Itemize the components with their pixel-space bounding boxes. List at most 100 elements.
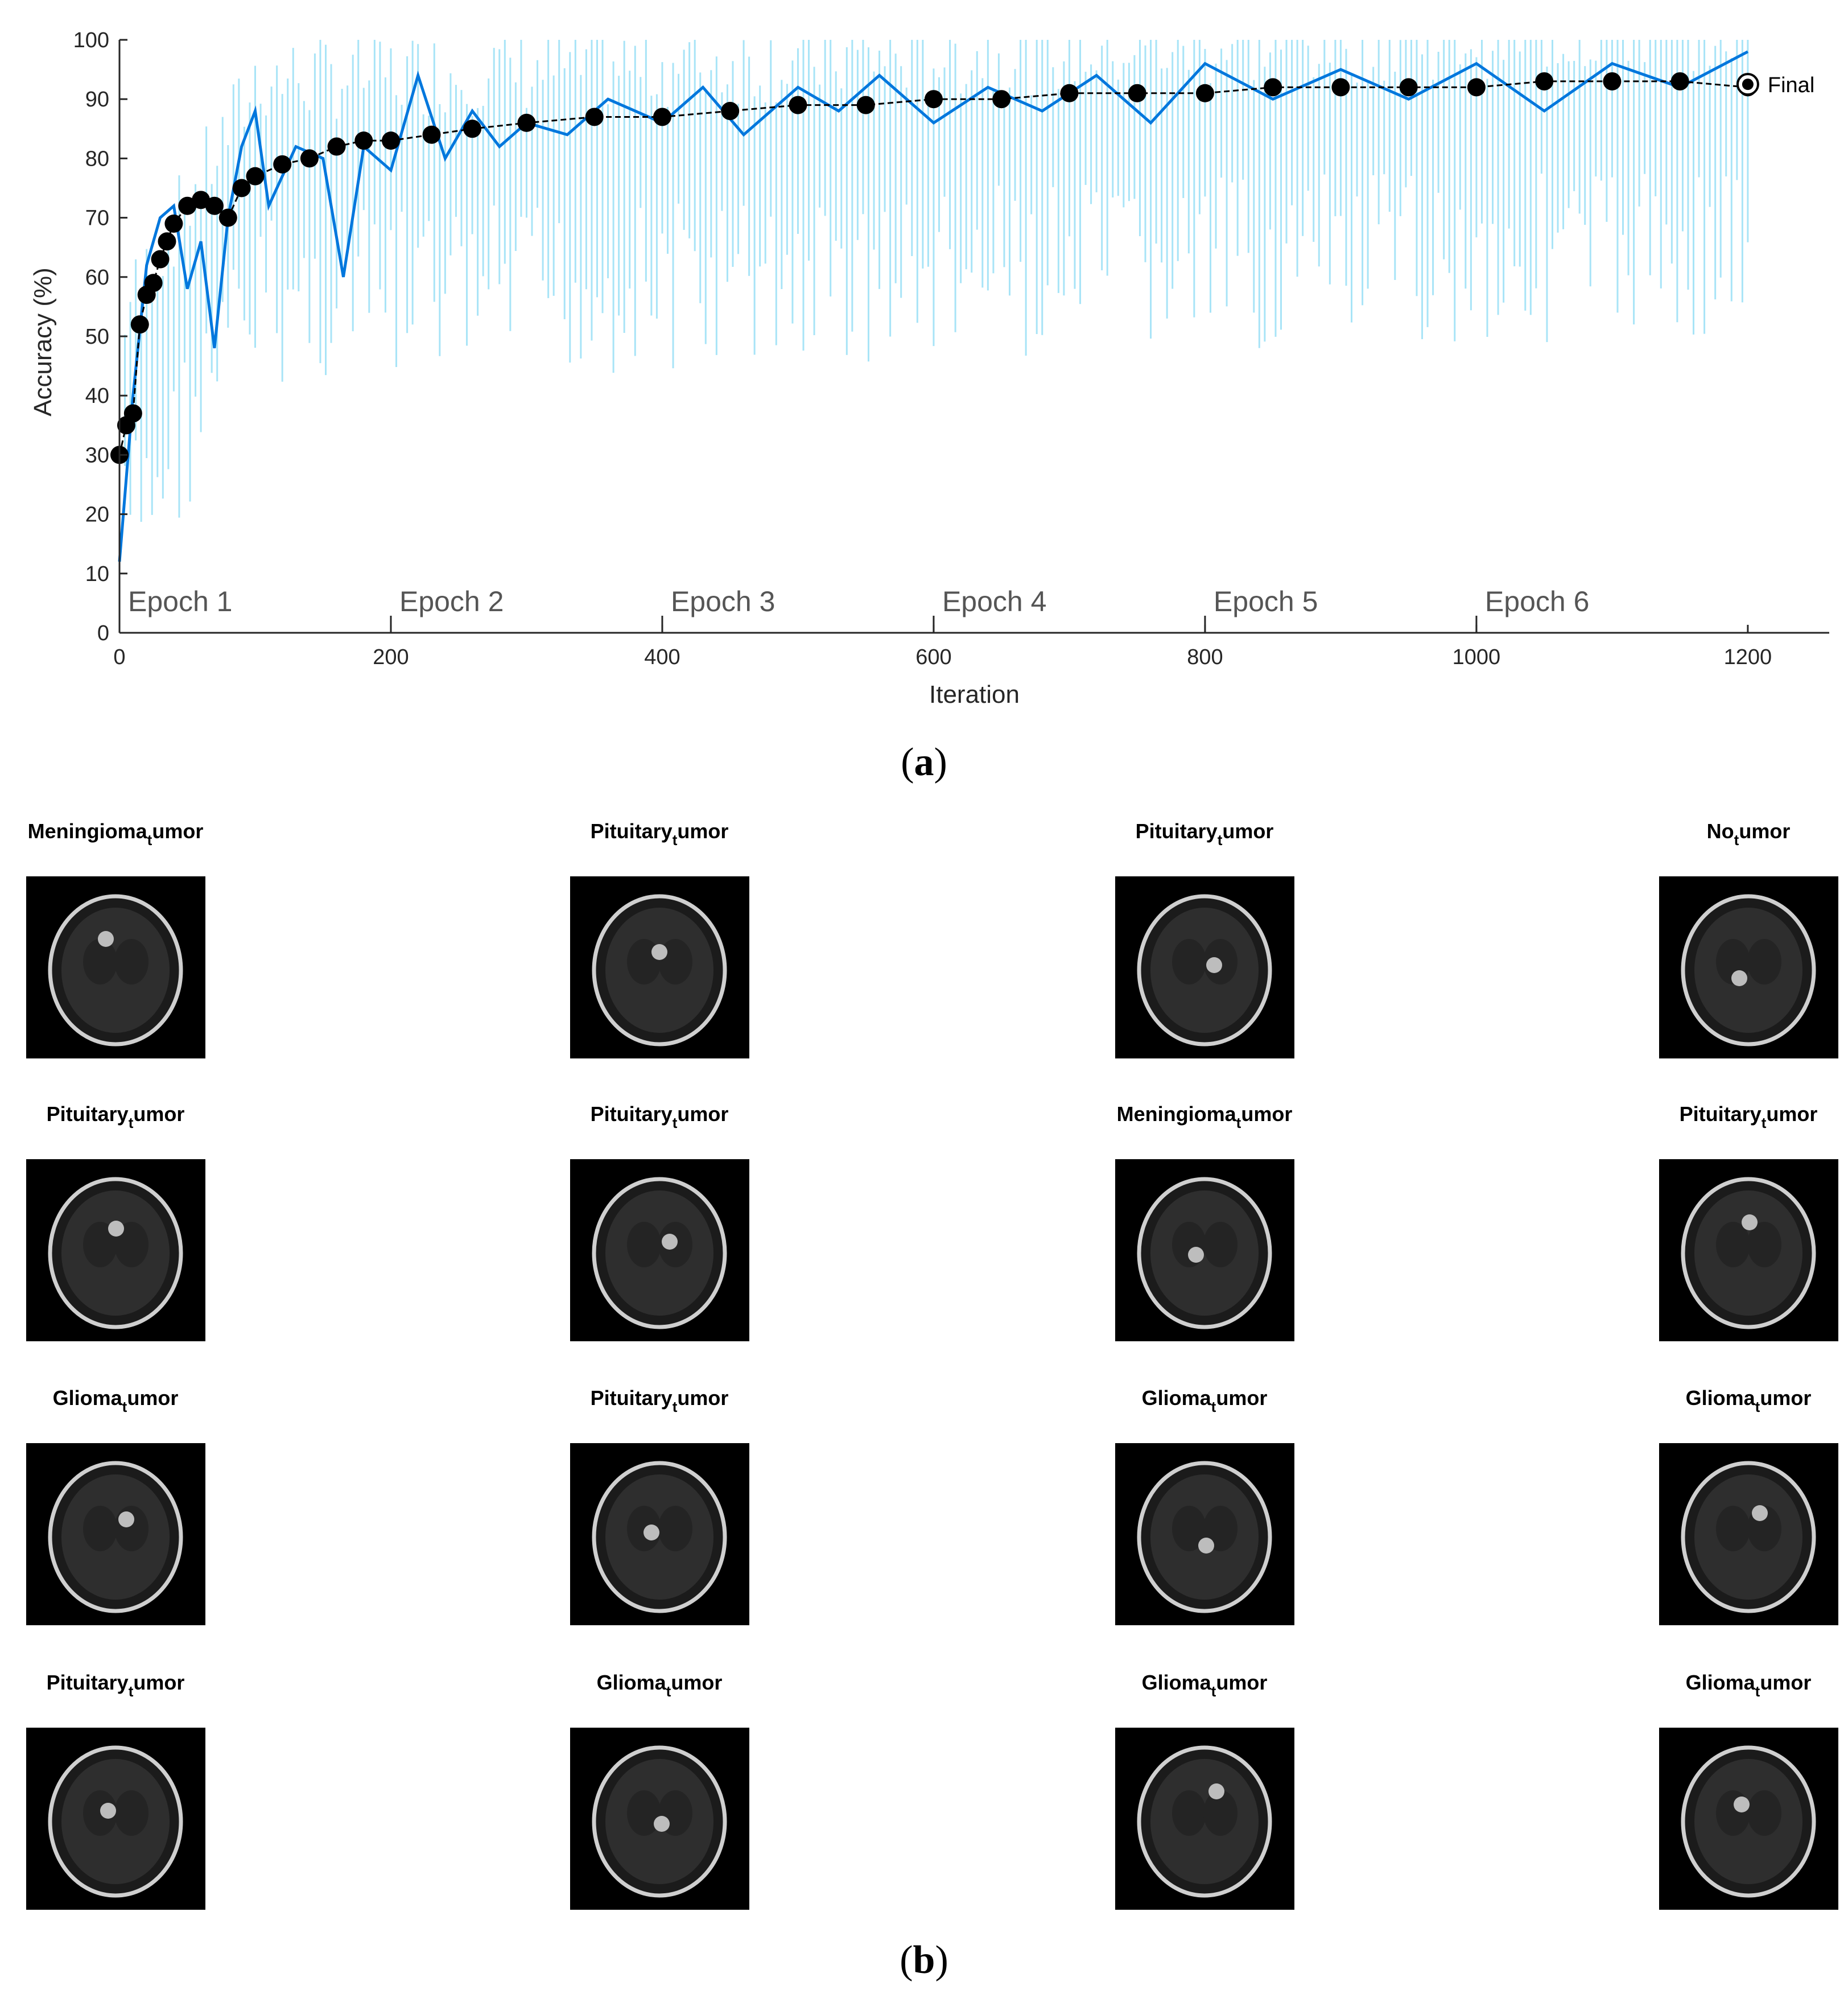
mri-cell: Meningiomatumor — [0, 819, 258, 1093]
mri-label-main: Pituitary — [46, 1102, 129, 1126]
validation-point — [192, 191, 211, 209]
mri-cell: Gliomatumor — [0, 1386, 258, 1659]
validation-point — [130, 315, 149, 334]
mri-scan-image — [570, 1443, 749, 1625]
mri-scan-image — [1659, 876, 1838, 1058]
mri-label-main: No — [1706, 819, 1734, 843]
series-points-validation — [110, 72, 1757, 464]
mri-label-subscript: t — [672, 1398, 678, 1415]
mri-scan-image — [1659, 1443, 1838, 1625]
validation-point — [1399, 78, 1418, 97]
validation-point — [151, 250, 170, 269]
mri-label: Pituitarytumor — [517, 1102, 802, 1131]
validation-point — [246, 167, 265, 186]
mri-label-rest: umor — [127, 1386, 179, 1410]
mri-label-subscript: t — [1755, 1398, 1760, 1415]
x-tick-label: 400 — [644, 645, 680, 669]
mri-label-rest: umor — [1222, 819, 1274, 843]
mri-label-main: Pituitary — [1135, 819, 1218, 843]
mri-label-main: Pituitary — [46, 1671, 129, 1694]
mri-label-main: Glioma — [1141, 1671, 1211, 1694]
x-tick-label: 1200 — [1724, 645, 1772, 669]
x-tick-label: 600 — [915, 645, 951, 669]
caption-b: (b) — [900, 1938, 948, 1982]
epoch-label: Epoch 1 — [128, 586, 232, 617]
mri-label: Meningiomatumor — [0, 819, 258, 848]
mri-scan-image — [26, 1443, 205, 1625]
epoch-label: Epoch 4 — [942, 586, 1046, 617]
validation-point — [158, 232, 176, 251]
validation-point — [164, 215, 183, 233]
mri-label-rest: umor — [1241, 1102, 1293, 1126]
raw-accuracy-bars — [118, 40, 1749, 542]
mri-scan-image — [1115, 1728, 1294, 1910]
mri-label-subscript: t — [1217, 831, 1223, 848]
mri-label-rest: umor — [677, 1386, 729, 1410]
validation-point — [653, 108, 671, 126]
mri-label-main: Meningioma — [27, 819, 147, 843]
y-tick-label: 80 — [85, 147, 109, 171]
mri-label-rest: umor — [671, 1671, 723, 1694]
mri-label: Pituitarytumor — [0, 1102, 258, 1131]
validation-point — [789, 96, 807, 114]
y-tick-label: 90 — [85, 88, 109, 112]
mri-label-rest: umor — [677, 819, 729, 843]
x-tick-label: 200 — [373, 645, 409, 669]
mri-label-subscript: t — [128, 1683, 134, 1700]
validation-point — [1195, 84, 1214, 102]
validation-point — [517, 113, 536, 132]
mri-scan-image — [1659, 1159, 1838, 1341]
mri-label-subscript: t — [1761, 1114, 1767, 1131]
validation-point — [422, 125, 441, 144]
mri-label-rest: umor — [1216, 1386, 1268, 1410]
validation-point — [1331, 78, 1350, 97]
mri-label-rest: umor — [1216, 1671, 1268, 1694]
caption-b-letter: b — [913, 1938, 935, 1982]
mri-scan-image — [570, 1728, 749, 1910]
validation-point — [856, 96, 875, 114]
mri-label-subscript: t — [672, 831, 678, 848]
epoch-label: Epoch 6 — [1485, 586, 1589, 617]
y-axis-title: Accuracy (%) — [29, 267, 57, 417]
validation-point — [381, 131, 400, 150]
mri-cell: Meningiomatumor — [1062, 1102, 1347, 1375]
mri-label-rest: umor — [1739, 819, 1791, 843]
mri-cell: Pituitarytumor — [517, 1386, 802, 1659]
validation-point — [178, 196, 197, 215]
y-tick-label: 20 — [85, 503, 109, 527]
validation-point — [218, 208, 237, 227]
validation-point — [1128, 84, 1146, 102]
mri-label: Gliomatumor — [1606, 1386, 1848, 1415]
mri-cell: Pituitarytumor — [517, 1102, 802, 1375]
mri-label: Meningiomatumor — [1062, 1102, 1347, 1131]
mri-label-main: Pituitary — [590, 1102, 673, 1126]
validation-point — [1264, 78, 1282, 97]
validation-point — [232, 179, 251, 197]
epoch-label: Epoch 3 — [671, 586, 775, 617]
validation-point — [1603, 72, 1622, 90]
x-tick-label: 800 — [1187, 645, 1223, 669]
mri-label-main: Glioma — [1685, 1386, 1755, 1410]
validation-point — [205, 196, 224, 215]
mri-cell: Gliomatumor — [517, 1671, 802, 1944]
validation-point — [300, 149, 319, 168]
mri-scan-image — [26, 1728, 205, 1910]
validation-point — [721, 102, 740, 121]
mri-label-rest: umor — [677, 1102, 729, 1126]
mri-label: Gliomatumor — [0, 1386, 258, 1415]
x-tick-label: 1000 — [1453, 645, 1501, 669]
mri-cell: Pituitarytumor — [1606, 1102, 1848, 1375]
mri-label-rest: umor — [133, 1102, 185, 1126]
mri-cell: Pituitarytumor — [1062, 819, 1347, 1093]
y-tick-label: 50 — [85, 325, 109, 349]
mri-cell: Gliomatumor — [1062, 1671, 1347, 1944]
mri-label-main: Glioma — [1685, 1671, 1755, 1694]
x-axis-title: Iteration — [929, 681, 1020, 708]
mri-label: Pituitarytumor — [1062, 819, 1347, 848]
mri-label-subscript: t — [666, 1683, 671, 1700]
mri-cell: Notumor — [1606, 819, 1848, 1093]
mri-label-subscript: t — [1734, 831, 1739, 848]
epoch-label: Epoch 5 — [1214, 586, 1318, 617]
